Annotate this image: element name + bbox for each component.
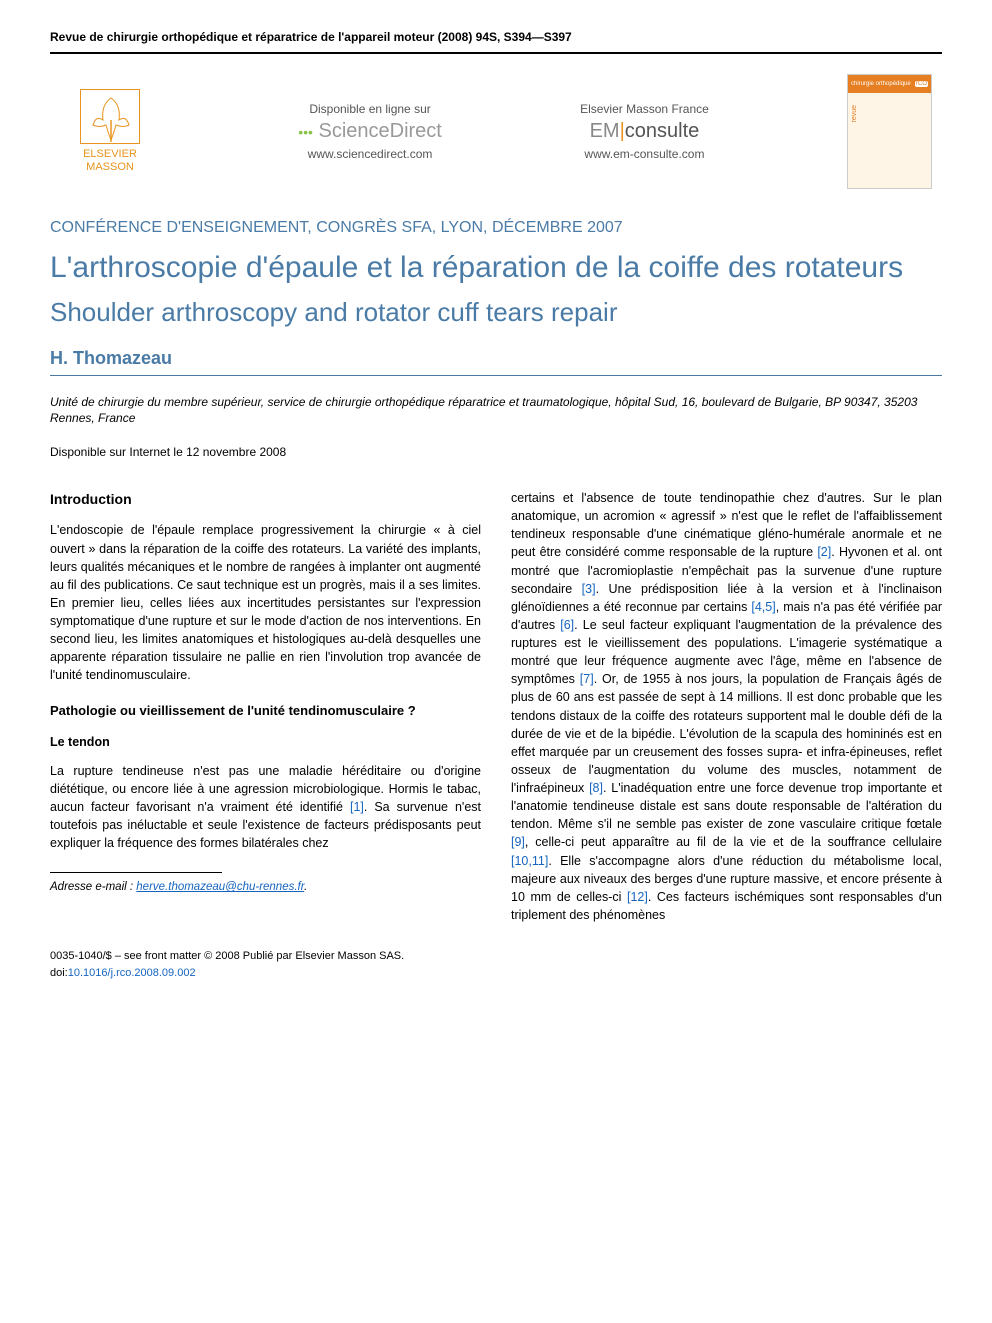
masson-text: MASSON	[86, 161, 134, 173]
emconsulte-logo[interactable]: EM|consulte	[580, 120, 709, 143]
sciencedirect-logo[interactable]: ••• ScienceDirect	[298, 120, 442, 143]
body-columns: Introduction L'endoscopie de l'épaule re…	[50, 489, 942, 924]
sd-available-text: Disponible en ligne sur	[298, 102, 442, 116]
heading-pathologie: Pathologie ou vieillissement de l'unité …	[50, 703, 481, 720]
article-title-french: L'arthroscopie d'épaule et la réparation…	[50, 249, 942, 287]
em-available-text: Elsevier Masson France	[580, 102, 709, 116]
cover-side-text: revue	[851, 105, 858, 123]
em-url[interactable]: www.em-consulte.com	[580, 147, 709, 161]
ref-2[interactable]: [2]	[817, 545, 831, 559]
heading-tendon: Le tendon	[50, 733, 481, 751]
article-title-english: Shoulder arthroscopy and rotator cuff te…	[50, 297, 942, 328]
paragraph-col2: certains et l'absence de toute tendinopa…	[511, 489, 942, 924]
publisher-logos-row: ELSEVIER MASSON Disponible en ligne sur …	[50, 74, 942, 189]
ref-6[interactable]: [6]	[560, 618, 574, 632]
doi-line: doi:10.1016/j.rco.2008.09.002	[50, 965, 942, 982]
cover-top-bar: chirurgie orthopédiquerCO	[848, 75, 931, 93]
ref-4-5[interactable]: [4,5]	[751, 600, 775, 614]
column-left: Introduction L'endoscopie de l'épaule re…	[50, 489, 481, 924]
elsevier-masson-logo: ELSEVIER MASSON	[60, 82, 160, 182]
sd-dots-icon: •••	[298, 124, 313, 140]
author-name: H. Thomazeau	[50, 348, 942, 369]
paragraph-tendon: La rupture tendineuse n'est pas une mala…	[50, 762, 481, 853]
column-right: certains et l'absence de toute tendinopa…	[511, 489, 942, 924]
doi-link[interactable]: 10.1016/j.rco.2008.09.002	[68, 967, 196, 979]
author-rule	[50, 375, 942, 376]
journal-cover-thumbnail: chirurgie orthopédiquerCO revue	[847, 74, 932, 189]
ref-8[interactable]: [8]	[589, 781, 603, 795]
paragraph-intro: L'endoscopie de l'épaule remplace progre…	[50, 521, 481, 684]
sd-url[interactable]: www.sciencedirect.com	[298, 147, 442, 161]
journal-citation: Revue de chirurgie orthopédique et répar…	[50, 30, 942, 44]
elsevier-text: ELSEVIER	[83, 148, 137, 160]
ref-1[interactable]: [1]	[350, 800, 364, 814]
footer-info: 0035-1040/$ – see front matter © 2008 Pu…	[50, 948, 942, 981]
publication-date: Disponible sur Internet le 12 novembre 2…	[50, 445, 942, 459]
ref-10-11[interactable]: [10,11]	[511, 854, 548, 868]
conference-line: CONFÉRENCE D'ENSEIGNEMENT, CONGRÈS SFA, …	[50, 219, 942, 237]
author-affiliation: Unité de chirurgie du membre supérieur, …	[50, 394, 942, 428]
header-rule	[50, 52, 942, 54]
ref-3[interactable]: [3]	[582, 582, 596, 596]
ref-9[interactable]: [9]	[511, 835, 525, 849]
ref-12[interactable]: [12]	[627, 890, 648, 904]
emconsulte-block: Elsevier Masson France EM|consulte www.e…	[580, 102, 709, 161]
elsevier-tree-icon	[80, 89, 140, 144]
email-label: Adresse e-mail :	[50, 881, 136, 893]
heading-introduction: Introduction	[50, 489, 481, 509]
issn-copyright: 0035-1040/$ – see front matter © 2008 Pu…	[50, 948, 942, 965]
email-line: Adresse e-mail : herve.thomazeau@chu-ren…	[50, 879, 481, 896]
footnote-separator	[50, 872, 222, 873]
ref-7[interactable]: [7]	[580, 672, 594, 686]
email-link[interactable]: herve.thomazeau@chu-rennes.fr	[136, 881, 304, 893]
sciencedirect-block: Disponible en ligne sur ••• ScienceDirec…	[298, 102, 442, 161]
